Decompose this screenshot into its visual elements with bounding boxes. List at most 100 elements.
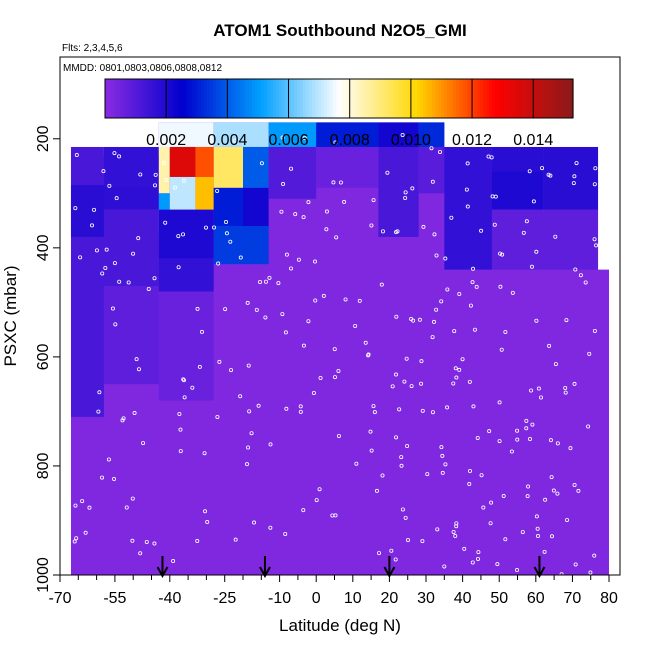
heatmap-cell: [158, 258, 214, 292]
sample-point: [182, 395, 187, 400]
sample-point: [563, 390, 568, 395]
sample-point: [103, 265, 108, 270]
y-tick-label: 800: [35, 453, 52, 480]
sample-point: [434, 307, 439, 312]
colorbar-swatch: [243, 79, 247, 118]
sample-point: [399, 455, 404, 460]
sample-point: [568, 446, 573, 451]
sample-point: [199, 329, 204, 334]
sample-point: [501, 494, 506, 499]
heatmap-cell: [103, 209, 159, 287]
sample-point: [228, 239, 233, 244]
sample-point: [245, 300, 250, 305]
sample-point: [215, 188, 220, 193]
sample-point: [497, 400, 502, 405]
sample-point: [531, 199, 536, 204]
sample-point: [397, 407, 402, 412]
sample-point: [594, 243, 599, 248]
colorbar-swatch: [291, 79, 295, 118]
flights-annotation: Flts: 2,3,4,5,6: [62, 43, 123, 54]
sample-point: [117, 154, 122, 159]
heatmap-cell: [158, 122, 214, 147]
colorbar-swatch: [513, 79, 517, 118]
flight-arrow: [259, 556, 271, 579]
sample-point: [419, 359, 424, 364]
y-tick-label: 600: [35, 343, 52, 370]
sample-points: [72, 133, 599, 577]
colorbar-swatch: [417, 79, 421, 118]
colorbar-swatch: [507, 79, 511, 118]
sample-point: [281, 182, 286, 187]
colorbar-swatch: [228, 79, 232, 118]
colorbar-swatch: [114, 79, 118, 118]
sample-point: [178, 427, 183, 432]
colorbar-swatch: [216, 79, 220, 118]
colorbar-swatch: [381, 79, 385, 118]
sample-point: [588, 570, 593, 575]
sample-point: [417, 317, 422, 322]
sample-point: [258, 279, 263, 284]
colorbar-tick-label: 0.008: [330, 132, 370, 149]
sample-point: [74, 153, 79, 158]
sample-point: [498, 284, 503, 289]
colorbar-swatch: [408, 79, 412, 118]
sample-point: [366, 352, 371, 357]
sample-point: [400, 133, 405, 138]
sample-point: [593, 166, 598, 171]
colorbar-swatch: [384, 79, 388, 118]
y-tick-label: 1000: [35, 557, 52, 593]
colorbar-swatch: [105, 79, 109, 118]
colorbar-swatch: [447, 79, 451, 118]
colorbar-swatch: [246, 79, 250, 118]
colorbar-swatch: [459, 79, 463, 118]
sample-point: [551, 488, 556, 493]
x-tick-label: -10: [268, 590, 291, 607]
sample-point: [489, 500, 494, 505]
heatmap-cell: [243, 187, 269, 227]
sample-point: [430, 335, 435, 340]
sample-point: [443, 462, 448, 467]
sample-point: [87, 505, 92, 510]
colorbar-swatch: [414, 79, 418, 118]
sample-point: [454, 375, 459, 380]
sample-point: [233, 138, 238, 143]
colorbar-swatch: [324, 79, 328, 118]
colorbar-swatch: [177, 79, 181, 118]
colorbar-swatch: [156, 79, 160, 118]
sample-point: [276, 281, 281, 286]
heatmap-cell: [103, 146, 159, 186]
sample-point: [453, 366, 458, 371]
heatmap-cell: [418, 122, 445, 147]
sample-point: [268, 442, 273, 447]
heatmap-cell: [543, 146, 599, 210]
sample-point: [216, 261, 221, 266]
heatmap-cell: [158, 291, 214, 401]
sample-point: [298, 409, 303, 414]
colorbar-swatch: [123, 79, 127, 118]
sample-point: [368, 429, 373, 434]
sample-point: [515, 568, 520, 573]
sample-point: [586, 424, 591, 429]
sample-point: [202, 451, 207, 456]
sample-point: [488, 521, 493, 526]
sample-point: [542, 549, 547, 554]
sample-point: [530, 422, 535, 427]
sample-point: [280, 312, 285, 317]
sample-point: [130, 538, 135, 543]
x-tick-label: -40: [158, 590, 181, 607]
heatmap-cell: [268, 122, 317, 147]
colorbar-swatch: [204, 79, 208, 118]
y-tick-label: 400: [35, 234, 52, 261]
sample-point: [313, 298, 318, 303]
sample-point: [74, 536, 79, 541]
colorbar-swatch: [207, 79, 211, 118]
colorbar-swatch: [201, 79, 205, 118]
colorbar-swatch: [528, 79, 532, 118]
sample-point: [443, 256, 448, 261]
colorbar-swatch: [273, 79, 277, 118]
sample-point: [539, 395, 544, 400]
sample-point: [479, 228, 484, 233]
sample-point: [334, 235, 339, 240]
colorbar-swatch: [222, 79, 226, 118]
colorbar-swatch: [354, 79, 358, 118]
